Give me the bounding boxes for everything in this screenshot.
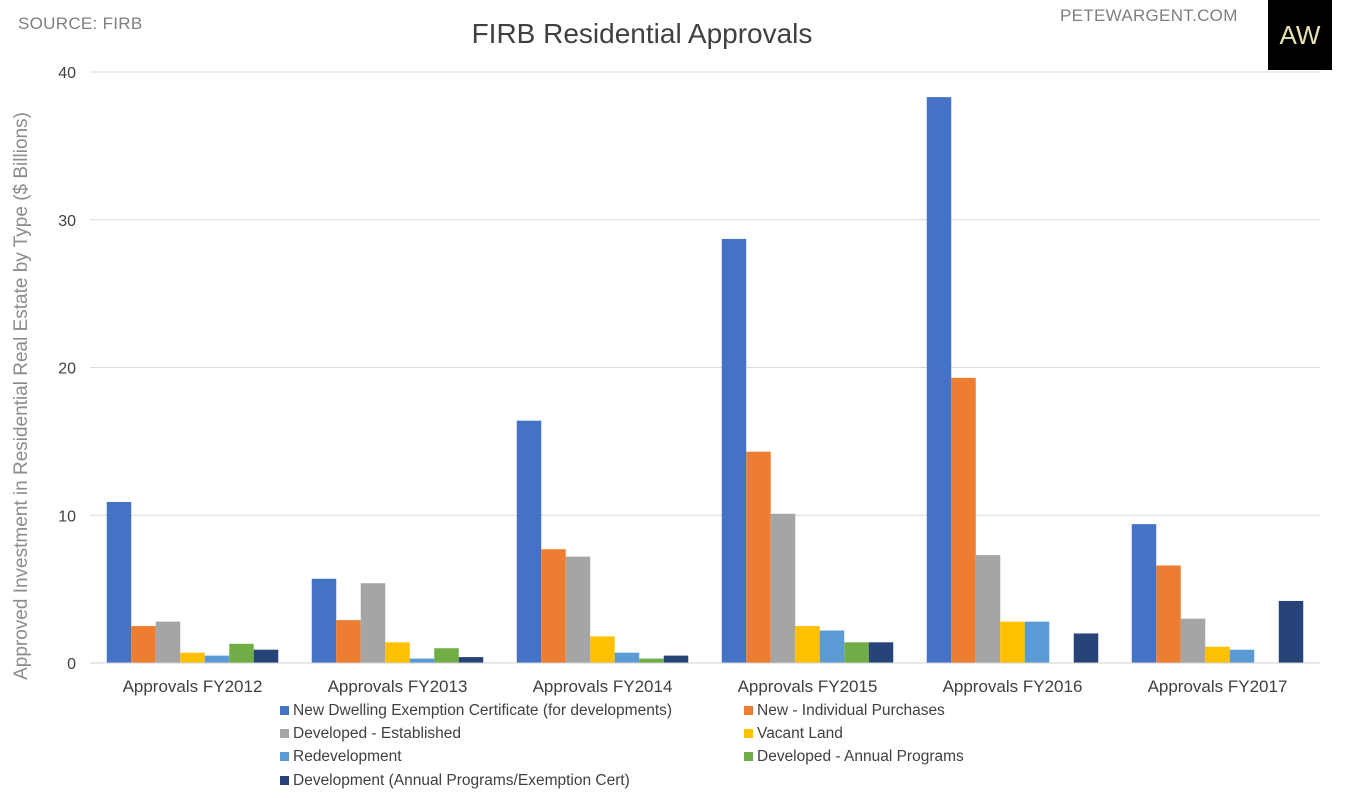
- legend-swatch: [280, 776, 289, 785]
- y-tick-label: 30: [58, 213, 76, 230]
- y-axis-label: Approved Investment in Residential Real …: [11, 112, 32, 680]
- legend-entry: New Dwelling Exemption Certificate (for …: [293, 702, 672, 719]
- bar: [360, 583, 386, 663]
- legend-entry: Development (Annual Programs/Exemption C…: [293, 772, 630, 789]
- gridlines: [90, 71, 1320, 516]
- bar: [385, 642, 410, 663]
- bar: [868, 642, 894, 663]
- y-tick-label: 40: [58, 65, 76, 82]
- legend-entry: Developed - Annual Programs: [757, 748, 964, 765]
- bar: [1229, 649, 1255, 663]
- bar: [639, 658, 664, 663]
- y-axis-ticks: 0 10 20 30 40: [58, 65, 76, 673]
- bar: [819, 630, 845, 663]
- legend-swatch: [280, 706, 289, 715]
- legend-swatch: [280, 752, 289, 761]
- x-category-label: Approvals FY2014: [533, 677, 673, 696]
- bar: [106, 501, 132, 663]
- bar: [1156, 565, 1181, 663]
- bar: [131, 626, 156, 663]
- y-tick-label: 10: [58, 508, 76, 525]
- bar: [663, 655, 689, 663]
- x-axis-categories: Approvals FY2012 Approvals FY2013 Approval…: [123, 677, 1288, 696]
- bar: [614, 652, 640, 663]
- x-category-label: Approvals FY2012: [123, 677, 263, 696]
- bar: [336, 620, 361, 663]
- bar: [721, 238, 747, 663]
- bar: [844, 642, 869, 663]
- bar: [1131, 524, 1157, 663]
- bar: [409, 658, 435, 663]
- bar: [458, 657, 484, 663]
- bar: [770, 513, 796, 663]
- legend-swatch: [744, 706, 753, 715]
- bar: [229, 643, 254, 663]
- logo: AW: [1268, 0, 1332, 70]
- legend-swatch: [744, 729, 753, 738]
- bar: [1000, 621, 1025, 663]
- logo-text: AW: [1279, 20, 1321, 50]
- bar: [1024, 621, 1050, 663]
- x-category-label: Approvals FY2016: [943, 677, 1083, 696]
- y-tick-label: 0: [67, 656, 76, 673]
- site-label: PETEWARGENT.COM: [1060, 6, 1238, 25]
- bar: [434, 648, 459, 663]
- bar: [951, 377, 976, 663]
- bar: [311, 578, 337, 663]
- x-category-label: Approvals FY2013: [328, 677, 468, 696]
- y-tick-label: 20: [58, 361, 76, 378]
- x-category-label: Approvals FY2017: [1148, 677, 1288, 696]
- bar: [1278, 600, 1304, 663]
- bar: [565, 556, 591, 663]
- bar: [1073, 633, 1099, 663]
- bar: [590, 636, 615, 663]
- source-label: SOURCE: FIRB: [18, 14, 143, 33]
- chart-title: FIRB Residential Approvals: [472, 18, 813, 49]
- bar: [1205, 646, 1230, 663]
- bar: [746, 451, 771, 663]
- bar: [975, 555, 1001, 663]
- bar: [204, 655, 230, 663]
- legend-entry: Developed - Established: [293, 725, 461, 742]
- bar: [155, 621, 181, 663]
- bars: [106, 97, 1304, 664]
- bar: [795, 626, 820, 663]
- legend-entry: New - Individual Purchases: [757, 702, 945, 719]
- bar: [180, 652, 205, 663]
- legend: New Dwelling Exemption Certificate (for …: [280, 702, 964, 789]
- x-category-label: Approvals FY2015: [738, 677, 878, 696]
- bar: [253, 649, 279, 663]
- legend-swatch: [744, 752, 753, 761]
- bar: [516, 420, 542, 663]
- bar: [1180, 618, 1206, 663]
- bar: [541, 549, 566, 663]
- legend-entry: Vacant Land: [757, 725, 843, 742]
- legend-swatch: [280, 729, 289, 738]
- legend-entry: Redevelopment: [293, 748, 402, 765]
- bar: [926, 97, 952, 664]
